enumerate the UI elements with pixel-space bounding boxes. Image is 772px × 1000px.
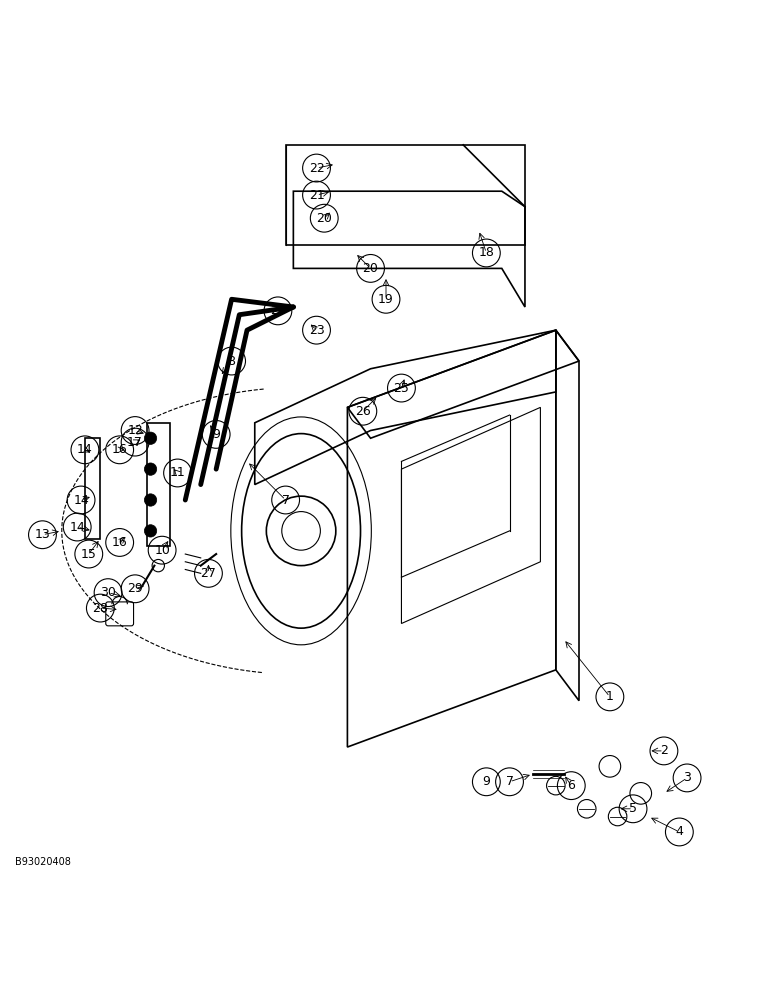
Text: 14: 14 — [77, 443, 93, 456]
Text: 7: 7 — [282, 493, 290, 506]
Text: 17: 17 — [127, 436, 143, 449]
Text: 11: 11 — [170, 466, 185, 479]
Text: 13: 13 — [35, 528, 50, 541]
Text: 8: 8 — [228, 355, 235, 368]
Text: 10: 10 — [154, 544, 170, 557]
Text: 18: 18 — [479, 246, 494, 259]
Circle shape — [144, 525, 157, 537]
Text: 16: 16 — [112, 443, 127, 456]
Text: 19: 19 — [378, 293, 394, 306]
Text: 23: 23 — [309, 324, 324, 337]
Text: 21: 21 — [309, 189, 324, 202]
Text: 28: 28 — [93, 602, 108, 615]
Text: 7: 7 — [506, 775, 513, 788]
Text: 27: 27 — [201, 567, 216, 580]
Circle shape — [144, 494, 157, 506]
Text: B93020408: B93020408 — [15, 857, 71, 867]
Text: 3: 3 — [683, 771, 691, 784]
Text: 22: 22 — [309, 162, 324, 175]
Text: 26: 26 — [355, 405, 371, 418]
Text: 2: 2 — [660, 744, 668, 757]
Text: 29: 29 — [127, 582, 143, 595]
Text: 20: 20 — [363, 262, 378, 275]
Text: 24: 24 — [270, 304, 286, 317]
Circle shape — [144, 463, 157, 475]
Circle shape — [144, 432, 157, 444]
Text: 15: 15 — [81, 548, 96, 561]
Text: 14: 14 — [73, 493, 89, 506]
Text: 20: 20 — [317, 212, 332, 225]
Text: 14: 14 — [69, 521, 85, 534]
Text: 12: 12 — [127, 424, 143, 437]
Text: 9: 9 — [482, 775, 490, 788]
Text: 1: 1 — [606, 690, 614, 703]
Text: 6: 6 — [567, 779, 575, 792]
Text: 9: 9 — [212, 428, 220, 441]
Text: 4: 4 — [676, 825, 683, 838]
Text: 5: 5 — [629, 802, 637, 815]
Text: 30: 30 — [100, 586, 116, 599]
Text: 16: 16 — [112, 536, 127, 549]
Text: 25: 25 — [394, 382, 409, 395]
